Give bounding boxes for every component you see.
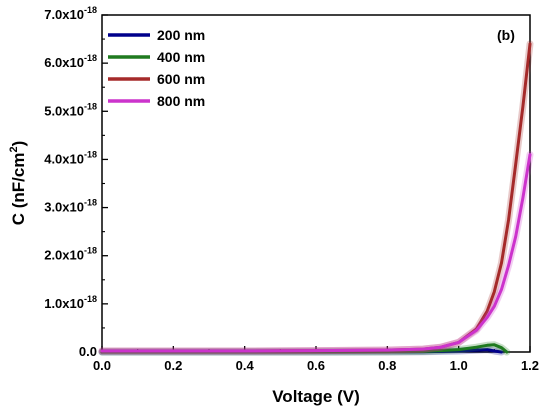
legend-label-600-nm: 600 nm (157, 71, 205, 87)
x-tick-label: 0.2 (164, 358, 182, 373)
series-lines (98, 40, 534, 356)
y-axis-title-sup: 2 (8, 146, 20, 152)
y-axis-title: C (nF/cm2) (8, 141, 28, 226)
series-line-800-nm (100, 153, 532, 353)
series-halo-800-nm (98, 151, 534, 355)
legend-label-800-nm: 800 nm (157, 93, 205, 109)
legend-label-200-nm: 200 nm (157, 27, 205, 43)
y-tick-label: 0.0 (79, 344, 97, 359)
legend-label-400-nm: 400 nm (157, 49, 205, 65)
legend: 200 nm 400 nm 600 nm 800 nm (108, 27, 205, 109)
x-tick-label: 1.0 (450, 358, 468, 373)
y-axis-title-main: C (nF/cm (9, 153, 28, 226)
y-tick-label: 3.0x10-18 (44, 198, 97, 215)
y-tick-label: 1.0x10-18 (44, 294, 97, 311)
y-tick-label: 7.0x10-18 (44, 5, 97, 22)
series-line-600-nm (100, 42, 532, 353)
x-tick-label: 0.4 (236, 358, 255, 373)
y-tick-label: 5.0x10-18 (44, 101, 97, 118)
x-tick-label: 0.8 (378, 358, 396, 373)
series-halo-600-nm (98, 40, 534, 355)
y-tick-label: 4.0x10-18 (44, 149, 97, 166)
x-tick-label: 1.2 (521, 358, 539, 373)
y-tick-label: 6.0x10-18 (44, 53, 97, 70)
panel-annotation: (b) (497, 27, 515, 43)
y-axis-ticks: 0.0 1.0x10-18 2.0x10-18 3.0x10-18 4.0x10-18 5… (44, 5, 108, 359)
y-tick-label: 2.0x10-18 (44, 246, 97, 263)
y-axis-title-end: ) (9, 141, 28, 147)
x-tick-label: 0.0 (93, 358, 111, 373)
x-tick-label: 0.6 (307, 358, 325, 373)
x-axis-title: Voltage (V) (272, 387, 360, 406)
plot-frame (101, 14, 531, 353)
